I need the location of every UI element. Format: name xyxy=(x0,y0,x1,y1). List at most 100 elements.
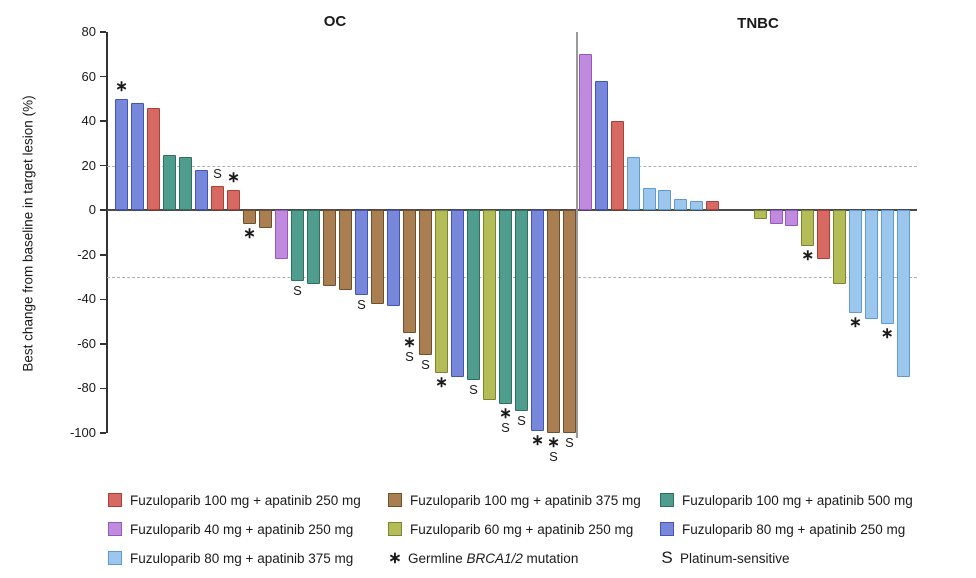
germline-mutation-marker: ∗ xyxy=(435,373,448,391)
bar-oc-12 xyxy=(291,210,304,282)
germline-mutation-marker: ∗ xyxy=(880,324,894,342)
germline-mutation-marker: ∗ xyxy=(801,246,815,264)
bar-tnbc-18 xyxy=(880,210,894,324)
bar-oc-15 xyxy=(339,210,352,291)
bar-oc-27 xyxy=(531,210,544,431)
platinum-sensitive-marker: S xyxy=(357,296,366,312)
bar-tnbc-6 xyxy=(658,190,672,211)
bar-oc-3 xyxy=(147,107,160,211)
bar-oc-11 xyxy=(275,210,288,260)
y-tick-mark xyxy=(100,432,106,434)
bar-oc-20 xyxy=(419,210,432,355)
legend-item-symbol-asterisk: ∗ Germline BRCA1/2 mutation xyxy=(388,550,579,567)
bar-oc-4 xyxy=(163,154,176,211)
bar-tnbc-16 xyxy=(848,210,862,313)
legend-item-purple: Fuzuloparib 40 mg + apatinib 250 mg xyxy=(108,521,353,537)
bar-oc-16 xyxy=(355,210,368,295)
platinum-sensitive-marker: S xyxy=(213,165,222,181)
platinum-sensitive-marker: S xyxy=(421,357,430,372)
y-tick-mark xyxy=(100,31,106,33)
y-tick-mark xyxy=(100,387,106,390)
bar-tnbc-11 xyxy=(769,210,783,224)
y-axis-line xyxy=(106,32,108,433)
y-tick-label: -20 xyxy=(77,246,96,262)
y-tick-mark xyxy=(100,75,106,78)
legend-label: Fuzuloparib 80 mg + apatinib 250 mg xyxy=(682,521,906,537)
legend-swatch-brown-icon xyxy=(388,493,402,507)
threshold-line xyxy=(107,165,917,167)
group-separator-line xyxy=(576,32,578,438)
platinum-sensitive-marker: S xyxy=(469,381,478,397)
y-tick-mark xyxy=(100,254,106,256)
bar-tnbc-13 xyxy=(801,210,815,246)
legend-swatch-teal-icon xyxy=(660,493,674,507)
y-tick-mark xyxy=(100,120,106,122)
bar-oc-23 xyxy=(467,210,480,380)
legend-label: Fuzuloparib 100 mg + apatinib 500 mg xyxy=(682,492,913,508)
y-tick-mark xyxy=(100,209,106,211)
platinum-sensitive-marker: S xyxy=(405,348,414,364)
platinum-sensitive-marker: S xyxy=(549,448,558,464)
bar-oc-13 xyxy=(307,210,320,284)
bar-oc-28 xyxy=(547,210,560,433)
germline-mutation-marker: ∗ xyxy=(499,405,512,423)
legend-swatch-yellowgreen-icon xyxy=(388,522,402,536)
y-tick-label: 60 xyxy=(81,68,96,84)
legend-label: Fuzuloparib 40 mg + apatinib 250 mg xyxy=(130,521,354,537)
y-tick-label: -60 xyxy=(77,335,96,351)
y-tick-label: 80 xyxy=(81,23,96,39)
platinum-sensitive-icon: S xyxy=(661,548,673,567)
bar-tnbc-7 xyxy=(674,199,688,211)
threshold-line xyxy=(107,277,917,279)
y-tick-label: -80 xyxy=(77,380,96,396)
y-tick-label: -100 xyxy=(69,424,96,440)
bar-oc-14 xyxy=(323,210,336,286)
legend-item-sky: Fuzuloparib 80 mg + apatinib 375 mg xyxy=(108,550,353,566)
platinum-sensitive-marker: S xyxy=(293,283,302,299)
platinum-sensitive-marker: S xyxy=(501,420,510,436)
germline-mutation-marker: ∗ xyxy=(403,333,416,351)
bar-oc-22 xyxy=(451,210,464,378)
legend-label: Platinum-sensitive xyxy=(680,550,790,566)
bar-oc-29 xyxy=(563,210,576,433)
bar-oc-25 xyxy=(499,210,512,404)
legend-swatch-sky-icon xyxy=(108,551,122,565)
bar-oc-7 xyxy=(211,185,224,211)
legend-item-teal: Fuzuloparib 100 mg + apatinib 500 mg xyxy=(660,492,913,508)
zero-baseline xyxy=(107,209,917,212)
bar-tnbc-15 xyxy=(833,210,846,284)
legend-swatch-blueviolet-icon xyxy=(660,522,674,536)
bar-oc-2 xyxy=(131,103,144,211)
legend-label: Fuzuloparib 100 mg + apatinib 250 mg xyxy=(130,492,361,508)
y-tick-mark xyxy=(100,164,106,167)
legend-label: Fuzuloparib 80 mg + apatinib 375 mg xyxy=(130,550,354,566)
bar-oc-10 xyxy=(259,210,272,228)
y-tick-label: 40 xyxy=(81,113,96,129)
bar-tnbc-14 xyxy=(817,210,831,260)
bar-tnbc-2 xyxy=(594,80,608,211)
bar-oc-9 xyxy=(243,210,256,224)
group-title-tnbc: TNBC xyxy=(737,15,779,32)
legend-swatch-red-icon xyxy=(108,493,122,507)
legend-swatch-purple-icon xyxy=(108,522,122,536)
legend-item-red: Fuzuloparib 100 mg + apatinib 250 mg xyxy=(108,492,361,508)
bar-tnbc-12 xyxy=(785,210,799,226)
germline-mutation-marker: ∗ xyxy=(227,169,240,187)
bar-tnbc-10 xyxy=(753,210,767,220)
legend-item-brown: Fuzuloparib 100 mg + apatinib 375 mg xyxy=(388,492,641,508)
germline-mutation-marker: ∗ xyxy=(531,431,544,449)
legend-item-yellowgreen: Fuzuloparib 60 mg + apatinib 250 mg xyxy=(388,521,633,537)
germline-mutation-marker: ∗ xyxy=(849,313,862,331)
bar-tnbc-1 xyxy=(579,54,592,211)
bar-tnbc-19 xyxy=(896,210,910,378)
legend-label: Germline BRCA1/2 mutation xyxy=(408,550,579,566)
germline-mutation-marker: ∗ xyxy=(243,224,256,242)
bar-oc-5 xyxy=(179,156,192,211)
legend-label: Fuzuloparib 100 mg + apatinib 375 mg xyxy=(410,492,641,508)
legend-item-symbol-s: S Platinum-sensitive xyxy=(660,548,790,567)
y-tick-label: 20 xyxy=(81,157,96,173)
legend-label: Fuzuloparib 60 mg + apatinib 250 mg xyxy=(410,521,634,537)
y-tick-label: 0 xyxy=(88,202,96,218)
